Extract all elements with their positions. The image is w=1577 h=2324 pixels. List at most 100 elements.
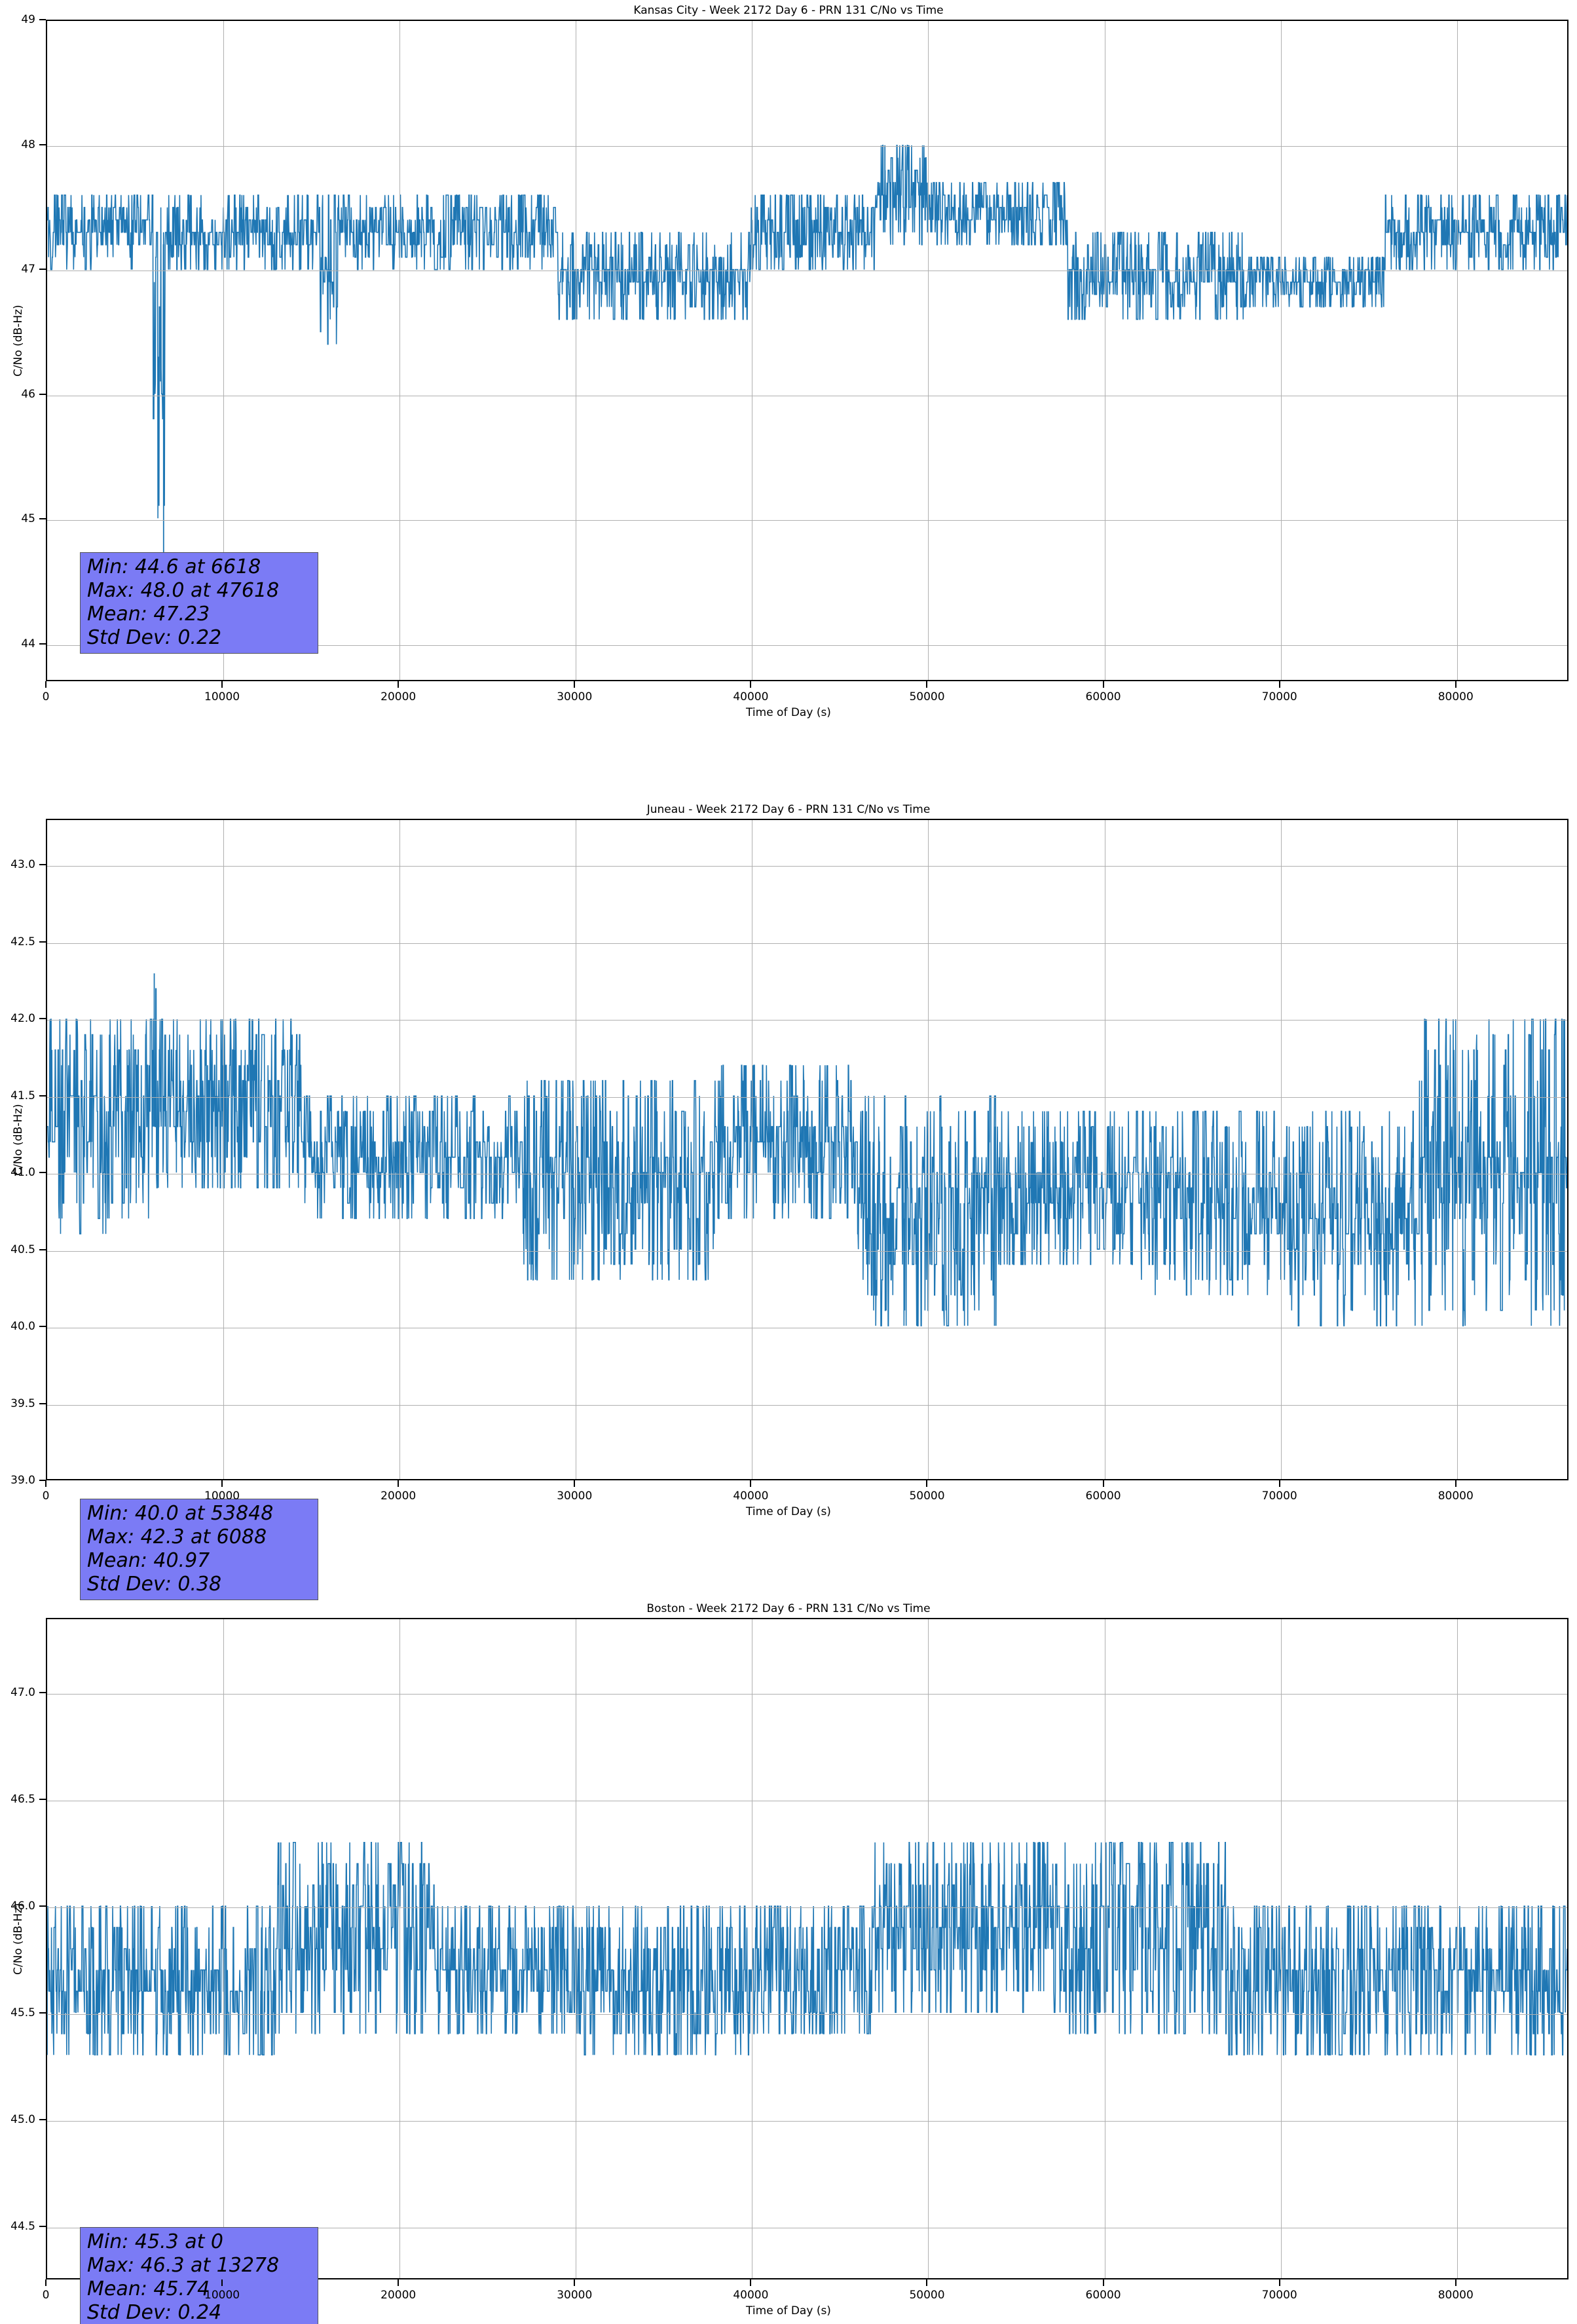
x-tick-label: 50000 [909,2289,945,2302]
cno-polyline [47,145,1567,519]
y-tick-label: 42.5 [10,935,35,948]
y-gridline [47,1096,1567,1098]
x-gridline [1280,820,1282,1479]
y-tick-label: 43.0 [10,858,35,872]
y-gridline [47,2014,1567,2015]
y-tick-mark [39,2012,46,2014]
y-tick-label: 39.5 [10,1396,35,1410]
y-tick-label: 44.5 [10,2219,35,2233]
y-gridline [47,1404,1567,1406]
x-tick-mark [574,2279,576,2286]
cno-series-kansas-city [47,145,1567,569]
x-tick-label: 40000 [733,2289,769,2302]
x-tick-label: 80000 [1438,2289,1474,2302]
x-tick-label: 60000 [1085,2289,1121,2302]
y-tick-label: 42.0 [10,1012,35,1026]
x-tick-label: 0 [42,2289,50,2302]
x-tick-label: 30000 [557,2289,593,2302]
y-gridline [47,1020,1567,1021]
x-tick-label: 40000 [733,1490,769,1503]
y-tick-label: 46.0 [10,1899,35,1913]
x-tick-mark [221,681,223,688]
y-gridline [47,520,1567,521]
y-gridline [47,1250,1567,1252]
y-tick-mark [39,1692,46,1694]
x-axis-label: Time of Day (s) [746,1505,831,1518]
y-tick-label: 47.0 [10,1686,35,1700]
statistics-box-juneau: Min: 40.0 at 53848 Max: 42.3 at 6088 Mea… [80,1499,318,1600]
chart-panel-boston: Boston - Week 2172 Day 6 - PRN 131 C/No … [0,1598,1577,2324]
x-tick-mark [1102,1480,1104,1487]
y-axis-label: C/No (dB-Hz) [12,1903,25,1975]
statistics-box-kansas-city: Min: 44.6 at 6618 Max: 48.0 at 47618 Mea… [80,552,318,654]
x-gridline [223,1619,225,2278]
y-gridline [47,145,1567,147]
x-tick-label: 30000 [557,690,593,703]
x-tick-label: 60000 [1085,690,1121,703]
y-tick-mark [39,393,46,395]
y-tick-label: 46.5 [10,1792,35,1806]
y-gridline [47,1907,1567,1908]
stat-max: Max: 48.0 at 47618 [87,579,280,602]
y-tick-mark [39,941,46,943]
y-tick-label: 48 [21,138,35,151]
y-tick-mark [39,1326,46,1328]
stat-min: Min: 45.3 at 0 [87,2230,223,2253]
stat-mean: Mean: 47.23 [87,603,210,626]
y-tick-mark [39,2118,46,2120]
x-tick-mark [1455,1480,1456,1487]
stat-min: Min: 40.0 at 53848 [87,1502,274,1525]
x-gridline [928,820,929,1479]
x-tick-label: 70000 [1261,690,1297,703]
y-tick-mark [39,1172,46,1174]
chart-title: Kansas City - Week 2172 Day 6 - PRN 131 … [633,4,944,17]
y-tick-mark [39,864,46,866]
cno-series-boston [47,1841,1567,2056]
stat-stddev: Std Dev: 0.38 [87,1573,222,1596]
y-tick-label: 41.5 [10,1089,35,1102]
x-gridline [1280,21,1282,680]
x-tick-label: 70000 [1261,1490,1297,1503]
x-gridline [399,1619,401,2278]
x-tick-mark [926,2279,928,2286]
chart-title: Juneau - Week 2172 Day 6 - PRN 131 C/No … [646,803,931,816]
y-gridline [47,645,1567,646]
x-tick-mark [926,1480,928,1487]
cno-polyline [47,988,1567,1326]
chart-panel-juneau: Juneau - Week 2172 Day 6 - PRN 131 C/No … [0,799,1577,1600]
x-tick-mark [221,1480,223,1487]
x-tick-label: 0 [42,1490,50,1503]
x-gridline [928,21,929,680]
stat-stddev: Std Dev: 0.22 [87,626,222,649]
x-tick-mark [1102,2279,1104,2286]
x-tick-mark [1455,681,1456,688]
x-gridline [928,1619,929,2278]
x-tick-mark [1278,2279,1280,2286]
x-tick-mark [574,1480,576,1487]
x-tick-mark [45,1480,46,1487]
y-tick-label: 41.0 [10,1166,35,1180]
y-axis-label: C/No (dB-Hz) [12,305,25,377]
y-tick-mark [39,518,46,520]
y-tick-mark [39,269,46,271]
x-tick-mark [750,1480,752,1487]
stat-mean: Mean: 40.97 [87,1549,210,1572]
y-axis-label: C/No (dB-Hz) [12,1104,25,1176]
y-tick-label: 47 [21,263,35,276]
y-tick-label: 45.0 [10,2112,35,2126]
x-tick-label: 50000 [909,690,945,703]
x-tick-mark [1455,2279,1456,2286]
y-tick-mark [39,19,46,20]
x-tick-label: 70000 [1261,2289,1297,2302]
x-gridline [1456,1619,1458,2278]
x-tick-mark [221,2279,223,2286]
x-gridline [1280,1619,1282,2278]
x-tick-mark [1278,681,1280,688]
x-tick-mark [750,681,752,688]
y-gridline [47,943,1567,944]
x-gridline [223,21,225,680]
y-tick-mark [39,1248,46,1250]
y-tick-mark [39,2225,46,2227]
y-tick-label: 40.5 [10,1243,35,1256]
y-tick-label: 46 [21,387,35,401]
